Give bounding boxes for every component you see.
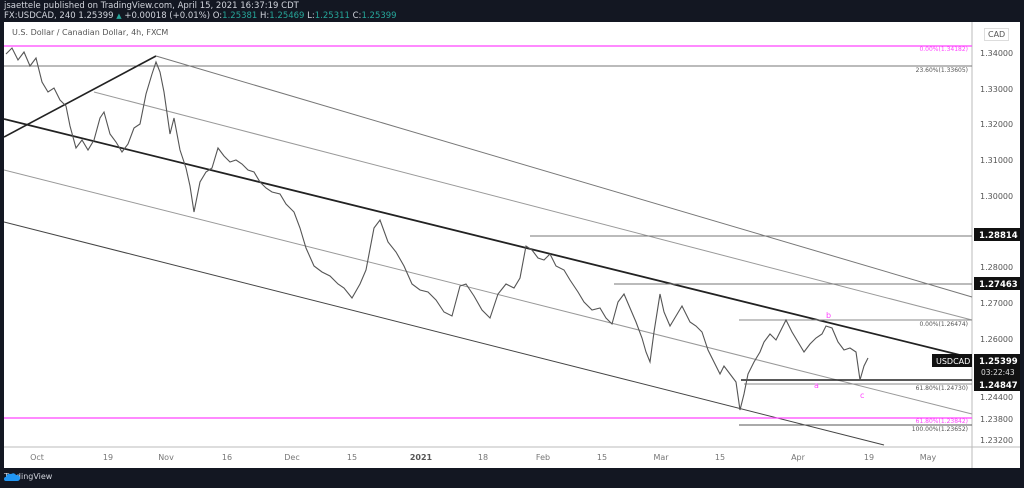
svg-text:1.23200: 1.23200 (980, 436, 1013, 445)
svg-text:15: 15 (347, 453, 357, 462)
wave-label-c: c (860, 391, 864, 400)
last-price: 1.25399 (78, 11, 114, 21)
current-price-badge (974, 354, 1020, 378)
svg-text:19: 19 (103, 453, 113, 462)
symbol-badge (932, 354, 972, 367)
trendline-main (4, 118, 973, 359)
svg-text:Oct: Oct (30, 453, 44, 462)
high-value: 1.25469 (269, 11, 305, 21)
fib-label-rt618: 61.80%(1.24730) (916, 385, 968, 392)
symbol-interval: FX:USDCAD, 240 (4, 11, 76, 21)
fib-label-ext100: 100.00%(1.23652) (912, 426, 968, 433)
currency-label[interactable]: CAD (984, 28, 1010, 41)
brand-name: TradingView (4, 472, 53, 481)
svg-text:1.24847: 1.24847 (979, 381, 1018, 391)
channel-mid-lower (4, 169, 973, 415)
badge-128814 (974, 228, 1020, 241)
fib-label-rt0: 0.00%(1.26474) (919, 321, 968, 328)
price-axis[interactable]: 1.34000 1.33000 1.32000 1.31000 1.30000 … (980, 49, 1013, 445)
svg-text:1.33000: 1.33000 (980, 85, 1013, 94)
bar-countdown: 03:22:43 (981, 368, 1015, 377)
fib-label-top0: 0.00%(1.34182) (919, 46, 968, 53)
tradingview-logo[interactable]: TradingView (4, 472, 52, 481)
price-series (5, 47, 869, 411)
svg-text:Mar: Mar (653, 453, 669, 462)
svg-text:19: 19 (864, 453, 874, 462)
svg-text:1.27000: 1.27000 (980, 299, 1013, 308)
open-value: 1.25381 (222, 11, 258, 21)
published-line: jsaettele published on TradingView.com, … (4, 1, 299, 11)
svg-text:Dec: Dec (284, 453, 299, 462)
fib-label-mag618: 61.80%(1.23842) (916, 418, 968, 425)
channel-lower (4, 221, 885, 446)
wave-label-b: b (826, 311, 831, 320)
badge-127463 (974, 277, 1020, 290)
svg-text:16: 16 (222, 453, 232, 462)
svg-text:1.28000: 1.28000 (980, 263, 1013, 272)
svg-text:1.30000: 1.30000 (980, 192, 1013, 201)
svg-text:USDCAD: USDCAD (936, 357, 970, 366)
wave-label-a: a (814, 381, 819, 390)
chart-header: jsaettele published on TradingView.com, … (4, 0, 1020, 22)
svg-text:18: 18 (478, 453, 488, 462)
svg-text:1.34000: 1.34000 (980, 49, 1013, 58)
ohlc-line: FX:USDCAD, 240 1.25399 ▲ +0.00018 (+0.01… (4, 11, 397, 21)
low-value: 1.25311 (314, 11, 350, 21)
fib-label-top236: 23.60%(1.33605) (916, 67, 968, 74)
svg-text:1.26000: 1.26000 (980, 335, 1013, 344)
chart-canvas[interactable]: b a c 0.00%(1.34182) 23.60%(1.33605) 0.0… (4, 22, 1020, 468)
svg-text:Nov: Nov (158, 453, 174, 462)
channel-upper (155, 55, 973, 298)
svg-text:1.24400: 1.24400 (980, 393, 1013, 402)
svg-text:1.25399: 1.25399 (979, 357, 1018, 367)
channel-mid-upper (93, 91, 973, 321)
change: +0.00018 (+0.01%) (124, 11, 211, 21)
svg-text:Apr: Apr (791, 453, 806, 462)
footer-bar: TradingView (0, 468, 1024, 488)
chart-title: U.S. Dollar / Canadian Dollar, 4h, FXCM (12, 28, 169, 37)
time-axis[interactable]: Oct 19 Nov 16 Dec 15 2021 18 Feb 15 Mar … (30, 453, 936, 462)
svg-text:1.23800: 1.23800 (980, 415, 1013, 424)
svg-text:1.31000: 1.31000 (980, 156, 1013, 165)
svg-text:Feb: Feb (536, 453, 550, 462)
close-value: 1.25399 (361, 11, 397, 21)
svg-text:1.28814: 1.28814 (979, 231, 1018, 241)
svg-text:15: 15 (597, 453, 607, 462)
svg-text:1.32000: 1.32000 (980, 120, 1013, 129)
badge-124847 (974, 378, 1020, 391)
svg-text:15: 15 (715, 453, 725, 462)
svg-text:2021: 2021 (410, 453, 433, 462)
chart-panel[interactable]: b a c 0.00%(1.34182) 23.60%(1.33605) 0.0… (4, 22, 1020, 468)
cloud-icon (4, 473, 20, 481)
svg-text:May: May (920, 453, 937, 462)
svg-text:1.27463: 1.27463 (979, 280, 1018, 290)
up-arrow-icon: ▲ (116, 12, 122, 20)
trendline-rising (4, 55, 157, 138)
